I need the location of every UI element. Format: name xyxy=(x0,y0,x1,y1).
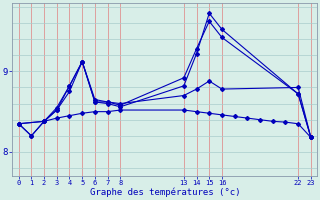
X-axis label: Graphe des températures (°c): Graphe des températures (°c) xyxy=(90,188,240,197)
